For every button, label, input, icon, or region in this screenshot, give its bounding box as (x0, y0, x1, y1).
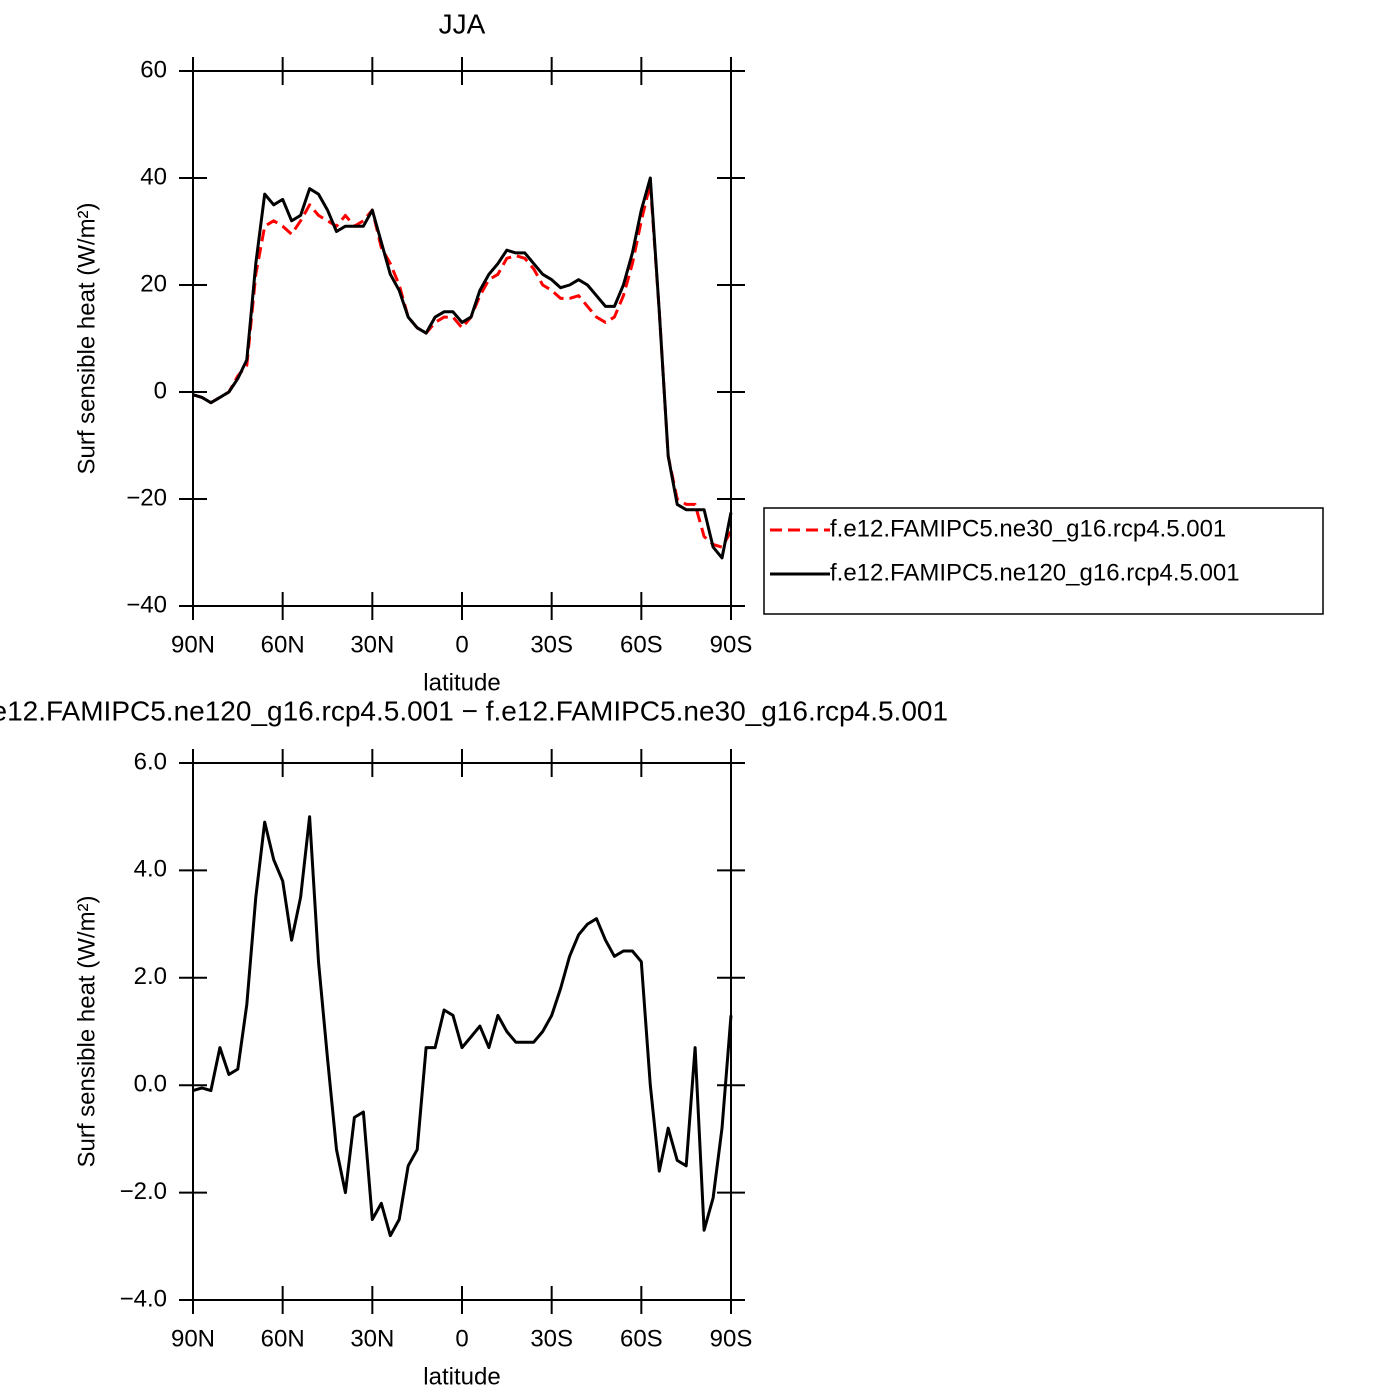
plot-frame (192, 70, 732, 607)
x-tick-label: 30N (350, 1325, 394, 1352)
x-tick-label: 60S (620, 631, 663, 658)
y-tick-label: −2.0 (120, 1178, 167, 1205)
x-axis-label: latitude (423, 1363, 500, 1390)
x-tick-label: 60N (261, 631, 305, 658)
y-tick-label: 6.0 (134, 748, 167, 775)
legend-box (763, 507, 1324, 615)
legend-label: f.e12.FAMIPC5.ne30_g16.rcp4.5.001 (830, 515, 1226, 542)
x-tick-label: 90N (171, 1325, 215, 1352)
series-line (192, 815, 733, 1238)
x-tick-label: 60S (620, 1325, 663, 1352)
x-tick-label: 90S (710, 631, 753, 658)
y-axis-label: Surf sensible heat (W/m²) (73, 895, 100, 1167)
y-tick-label: −20 (126, 484, 167, 511)
y-tick-label: 4.0 (134, 856, 167, 883)
y-axis-label: Surf sensible heat (W/m²) (73, 202, 100, 474)
y-tick-label: 20 (140, 270, 167, 297)
chart-title: f.e12.FAMIPC5.ne120_g16.rcp4.5.001 − f.e… (0, 695, 948, 726)
plot-frame (192, 762, 732, 1301)
y-tick-label: 0 (154, 377, 167, 404)
x-tick-label: 90N (171, 631, 215, 658)
y-tick-label: −4.0 (120, 1285, 167, 1312)
y-tick-label: 60 (140, 56, 167, 83)
series-line (192, 176, 733, 560)
y-tick-label: 2.0 (134, 963, 167, 990)
x-tick-label: 0 (455, 1325, 468, 1352)
x-tick-label: 30N (350, 631, 394, 658)
x-tick-label: 30S (530, 1325, 573, 1352)
legend-label: f.e12.FAMIPC5.ne120_g16.rcp4.5.001 (830, 559, 1240, 586)
x-tick-label: 0 (455, 631, 468, 658)
y-tick-label: −40 (126, 591, 167, 618)
chart-title: JJA (439, 8, 486, 39)
y-tick-label: 0.0 (134, 1071, 167, 1098)
x-tick-label: 60N (261, 1325, 305, 1352)
y-tick-label: 40 (140, 163, 167, 190)
x-axis-label: latitude (423, 669, 500, 696)
x-tick-label: 30S (530, 631, 573, 658)
x-tick-label: 90S (710, 1325, 753, 1352)
series-line (192, 181, 733, 549)
